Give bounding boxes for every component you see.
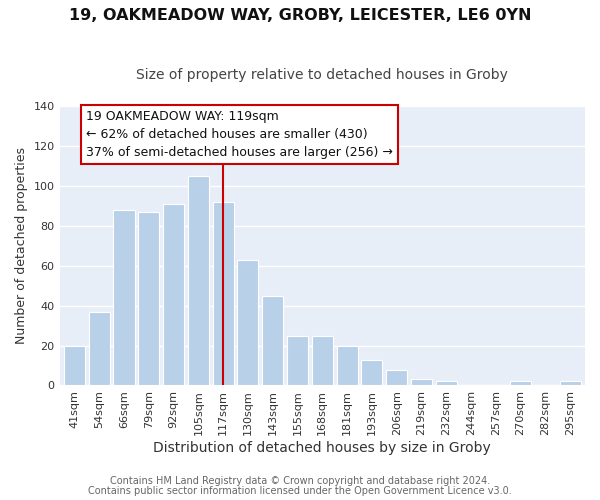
Bar [510,382,531,386]
Bar [138,212,160,386]
Text: 19, OAKMEADOW WAY, GROBY, LEICESTER, LE6 0YN: 19, OAKMEADOW WAY, GROBY, LEICESTER, LE6… [69,8,531,22]
Bar [188,176,209,386]
Text: Contains public sector information licensed under the Open Government Licence v3: Contains public sector information licen… [88,486,512,496]
Text: Contains HM Land Registry data © Crown copyright and database right 2024.: Contains HM Land Registry data © Crown c… [110,476,490,486]
Bar [163,204,184,386]
Bar [212,202,233,386]
Bar [238,260,259,386]
Bar [262,296,283,386]
Bar [89,312,110,386]
Text: 19 OAKMEADOW WAY: 119sqm
← 62% of detached houses are smaller (430)
37% of semi-: 19 OAKMEADOW WAY: 119sqm ← 62% of detach… [86,110,392,160]
Bar [361,360,382,386]
Bar [560,382,581,386]
Bar [64,346,85,386]
Bar [113,210,134,386]
Bar [411,380,432,386]
Y-axis label: Number of detached properties: Number of detached properties [15,148,28,344]
Bar [436,382,457,386]
Bar [386,370,407,386]
X-axis label: Distribution of detached houses by size in Groby: Distribution of detached houses by size … [154,441,491,455]
Bar [312,336,333,386]
Bar [287,336,308,386]
Bar [337,346,358,386]
Title: Size of property relative to detached houses in Groby: Size of property relative to detached ho… [136,68,508,82]
